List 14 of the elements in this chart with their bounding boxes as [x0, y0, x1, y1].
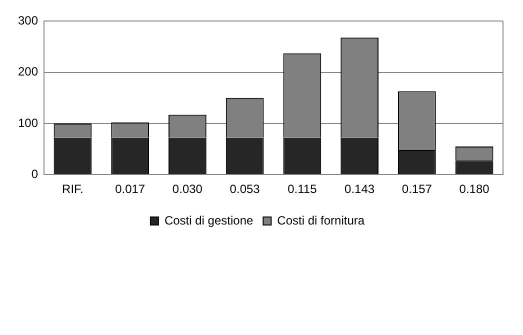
y-tick-label: 200 [18, 64, 38, 79]
x-tick-label: 0.143 [344, 182, 375, 196]
x-tick-label: 0.157 [402, 182, 432, 196]
x-tick-label: 0.017 [115, 182, 146, 196]
x-tick-label: 0.030 [172, 182, 203, 196]
y-tick-label: 0 [31, 166, 38, 181]
x-tick-label: 0.115 [288, 182, 318, 196]
x-tick-label: 0.180 [459, 182, 490, 196]
legend-label: Costi di gestione [164, 213, 254, 228]
x-tick-label: 0.053 [230, 182, 260, 196]
x-tick-label: RIF. [62, 182, 84, 196]
y-tick-label: 100 [18, 116, 38, 130]
legend-label: Costi di fornitura [277, 213, 365, 228]
y-tick-label: 300 [18, 14, 38, 28]
